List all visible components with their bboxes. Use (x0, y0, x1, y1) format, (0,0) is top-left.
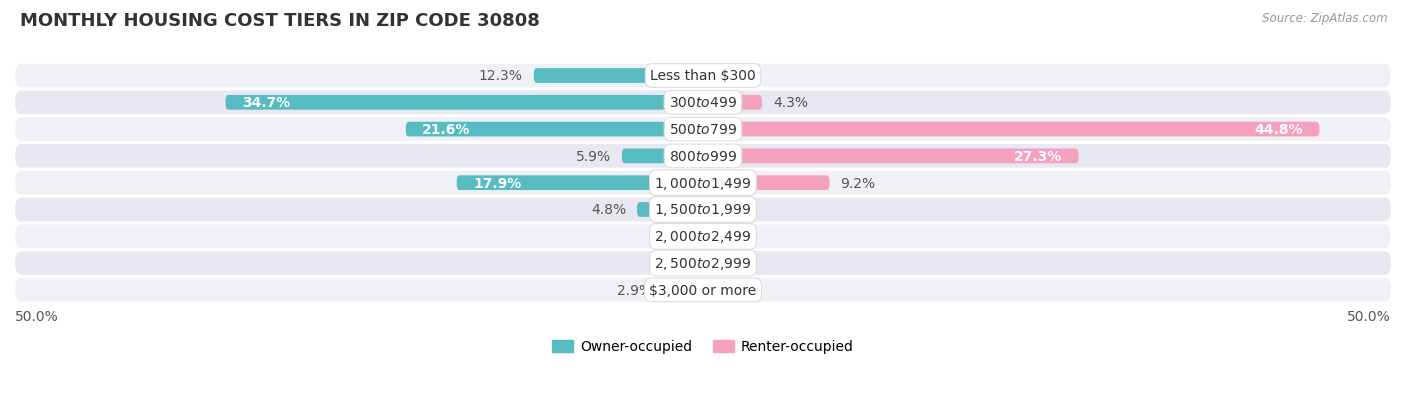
Text: $300 to $499: $300 to $499 (669, 96, 737, 110)
Text: 17.9%: 17.9% (474, 176, 522, 190)
FancyBboxPatch shape (703, 96, 762, 110)
FancyBboxPatch shape (621, 149, 703, 164)
FancyBboxPatch shape (406, 122, 703, 137)
FancyBboxPatch shape (664, 283, 703, 297)
FancyBboxPatch shape (637, 203, 703, 217)
Text: 0.0%: 0.0% (714, 69, 749, 83)
Text: 0.0%: 0.0% (714, 230, 749, 244)
Text: $800 to $999: $800 to $999 (669, 150, 737, 164)
Text: $3,000 or more: $3,000 or more (650, 283, 756, 297)
FancyBboxPatch shape (15, 171, 1391, 195)
Text: 0.0%: 0.0% (714, 203, 749, 217)
FancyBboxPatch shape (534, 69, 703, 84)
FancyBboxPatch shape (15, 118, 1391, 142)
FancyBboxPatch shape (15, 145, 1391, 168)
Text: $500 to $799: $500 to $799 (669, 123, 737, 137)
Legend: Owner-occupied, Renter-occupied: Owner-occupied, Renter-occupied (547, 334, 859, 359)
FancyBboxPatch shape (457, 176, 703, 190)
FancyBboxPatch shape (225, 96, 703, 110)
FancyBboxPatch shape (15, 198, 1391, 222)
Text: 4.8%: 4.8% (591, 203, 626, 217)
Text: Source: ZipAtlas.com: Source: ZipAtlas.com (1263, 12, 1388, 25)
Text: 9.2%: 9.2% (841, 176, 876, 190)
Text: $2,000 to $2,499: $2,000 to $2,499 (654, 229, 752, 244)
Text: Less than $300: Less than $300 (650, 69, 756, 83)
Text: $1,500 to $1,999: $1,500 to $1,999 (654, 202, 752, 218)
Text: 0.0%: 0.0% (657, 230, 692, 244)
FancyBboxPatch shape (15, 252, 1391, 275)
Text: 12.3%: 12.3% (479, 69, 523, 83)
Text: $1,000 to $1,499: $1,000 to $1,499 (654, 175, 752, 191)
Text: 5.9%: 5.9% (575, 150, 610, 164)
FancyBboxPatch shape (15, 91, 1391, 115)
Text: 2.9%: 2.9% (617, 283, 652, 297)
Text: $2,500 to $2,999: $2,500 to $2,999 (654, 256, 752, 271)
Text: 21.6%: 21.6% (422, 123, 471, 137)
Text: MONTHLY HOUSING COST TIERS IN ZIP CODE 30808: MONTHLY HOUSING COST TIERS IN ZIP CODE 3… (20, 12, 540, 30)
Text: 50.0%: 50.0% (15, 309, 59, 323)
Text: 34.7%: 34.7% (242, 96, 290, 110)
Text: 0.0%: 0.0% (714, 256, 749, 271)
FancyBboxPatch shape (703, 149, 1078, 164)
FancyBboxPatch shape (15, 225, 1391, 249)
Text: 27.3%: 27.3% (1014, 150, 1062, 164)
Text: 0.0%: 0.0% (714, 283, 749, 297)
FancyBboxPatch shape (15, 64, 1391, 88)
FancyBboxPatch shape (703, 122, 1319, 137)
Text: 0.0%: 0.0% (657, 256, 692, 271)
FancyBboxPatch shape (703, 176, 830, 190)
Text: 44.8%: 44.8% (1254, 123, 1303, 137)
Text: 4.3%: 4.3% (773, 96, 808, 110)
FancyBboxPatch shape (15, 278, 1391, 302)
Text: 50.0%: 50.0% (1347, 309, 1391, 323)
